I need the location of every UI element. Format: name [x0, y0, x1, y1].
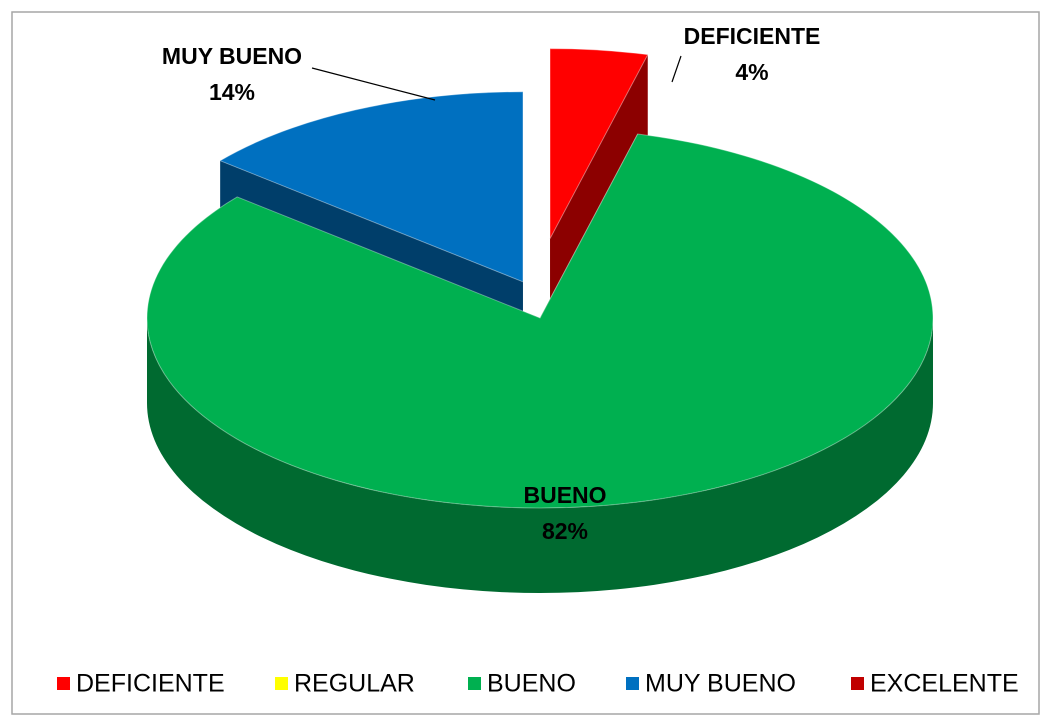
data-label-category: DEFICIENTE: [684, 23, 821, 49]
leader-line: [671, 55, 682, 83]
legend-label: EXCELENTE: [870, 670, 1019, 698]
slice-side: [147, 318, 933, 593]
data-label-value: 14%: [209, 79, 255, 105]
legend-swatch: [275, 677, 288, 690]
slice: [146, 133, 934, 509]
slice: [549, 48, 649, 239]
legend-swatch: [626, 677, 639, 690]
legend-swatch: [468, 677, 481, 690]
legend-swatch: [57, 677, 70, 690]
legend-swatch: [851, 677, 864, 690]
data-label-value: 4%: [735, 59, 768, 85]
legend: DEFICIENTE REGULAR BUENO MUY BUENO EXCELENTE: [57, 670, 1019, 698]
data-label-category: BUENO: [523, 482, 606, 508]
legend-label: DEFICIENTE: [76, 670, 225, 698]
leader-line: [311, 67, 436, 101]
data-labels: DEFICIENTE 4% BUENO 82% MUY BUENO 14%: [162, 23, 820, 544]
pie-tops: [146, 48, 934, 509]
data-label-category: MUY BUENO: [162, 43, 302, 69]
legend-label: MUY BUENO: [645, 670, 796, 698]
legend-label: REGULAR: [294, 670, 415, 698]
slice: [219, 91, 524, 283]
legend-label: BUENO: [487, 670, 576, 698]
data-label-value: 82%: [542, 518, 588, 544]
